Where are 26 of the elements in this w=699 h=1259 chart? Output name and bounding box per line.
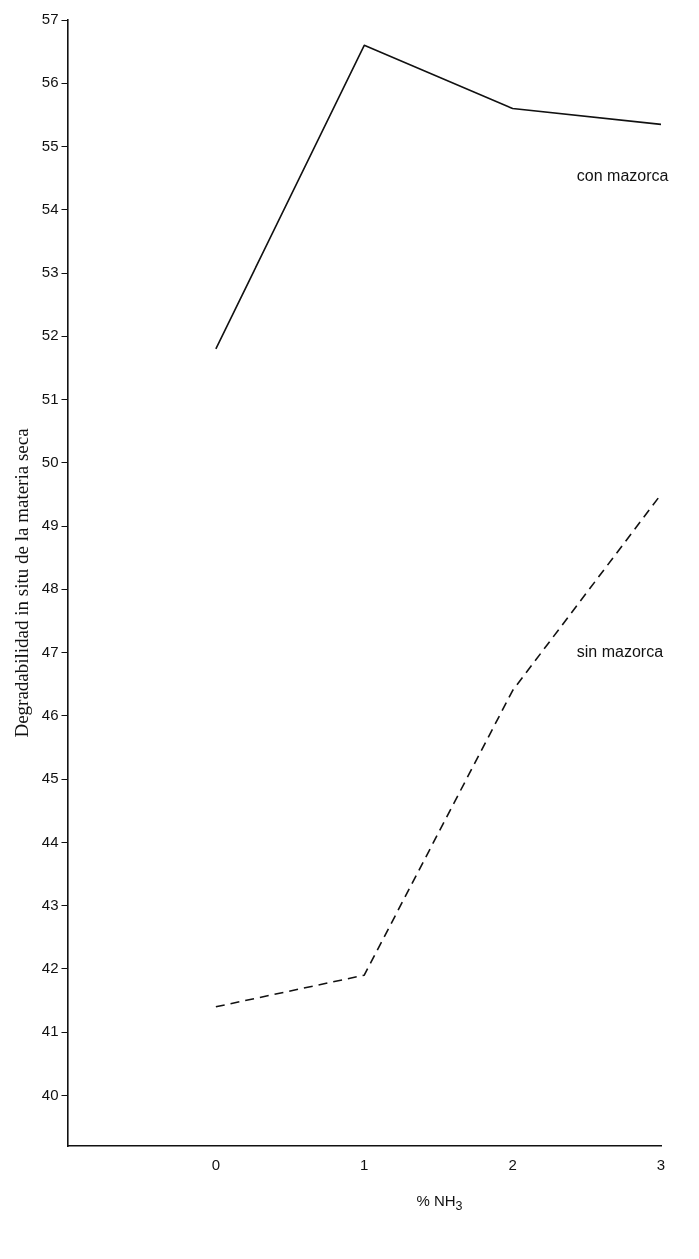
y-tick-label: 54 [41,199,59,217]
y-tick-label: 43 [41,895,59,913]
y-tick-label: 55 [41,136,59,154]
y-tick-label: 41 [41,1022,59,1040]
y-tick-label: 46 [41,705,59,723]
text: con mazorca [576,166,669,184]
y-tick-label: 45 [41,769,59,787]
y-tick-label: 44 [41,832,59,850]
y-tick-label: 51 [41,389,59,407]
y-tick-label: 52 [41,326,59,344]
y-tick-label: 48 [41,579,59,597]
y-axis-title: Degradabilidad in situ de la materia seca [11,427,33,738]
series-label: sin mazorca [576,642,664,660]
y-tick-label: 40 [41,1085,59,1103]
y-tick-label: 49 [41,516,59,534]
x-tick-label: 1 [360,1156,369,1174]
y-tick-label: 50 [41,452,59,470]
x-tick-label: 3 [656,1156,666,1174]
y-tick-label: 47 [41,642,59,660]
y-tick-label: 56 [41,73,59,91]
x-tick-label: 0 [211,1156,221,1174]
x-tick-label: 2 [508,1156,517,1174]
y-tick-label: 42 [41,959,59,977]
y-tick-label: 53 [41,263,59,281]
y-tick-label: 57 [41,10,59,28]
x-axis-title: % NH$_{3}$ [415,1192,464,1213]
